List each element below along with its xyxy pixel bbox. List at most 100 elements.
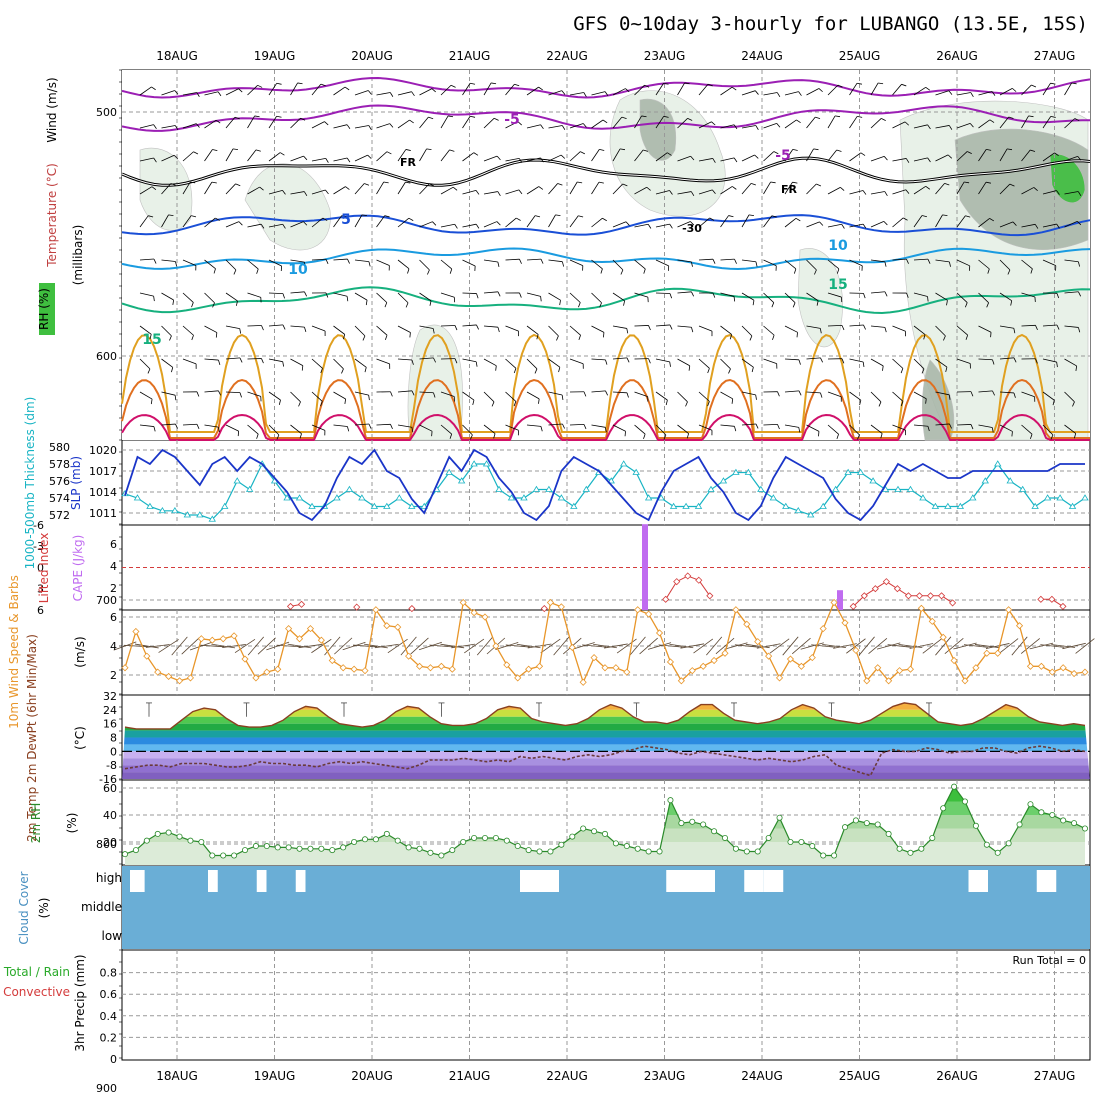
- wind-barb: [591, 181, 600, 195]
- wind-barb: [462, 424, 473, 436]
- rh2m-point: [558, 841, 565, 848]
- wind-barb-flag: [175, 261, 178, 267]
- wind-barb: [161, 325, 172, 337]
- wind10m-point: [557, 603, 565, 611]
- wind-barb-flag: [427, 269, 430, 275]
- wind-barb-flag: [884, 191, 888, 197]
- wind-barb-flag: [648, 358, 651, 364]
- rh2m-point: [929, 834, 936, 841]
- wind-barb-flag: [297, 82, 303, 85]
- wind-barb-flag: [841, 325, 845, 331]
- wind-barb: [870, 358, 884, 367]
- cloud-clear-segment: [208, 870, 218, 892]
- wind-barb-flag: [344, 86, 350, 91]
- wind-barb-flag: [605, 390, 609, 396]
- wind-barb: [849, 190, 864, 195]
- lifted-index-tick: 6: [37, 604, 44, 617]
- wind-barb: [591, 119, 604, 129]
- wind-barb: [999, 391, 1014, 394]
- wind-barb: [376, 92, 391, 96]
- wind-barb: [677, 325, 692, 328]
- wind-barb: [548, 259, 563, 263]
- rh2m-point: [460, 839, 467, 846]
- wind-barb-flag: [362, 335, 366, 341]
- wind-barb: [462, 83, 471, 96]
- wind-barb-flag: [411, 427, 414, 433]
- wind-barb-flag: [712, 292, 716, 298]
- wind-barb-flag: [755, 90, 759, 95]
- wind-barb: [569, 151, 581, 162]
- wind-barb: [956, 92, 971, 96]
- wind-barb-flag: [405, 302, 409, 308]
- wind-barb-flag: [384, 215, 390, 218]
- wind-barb-flag: [626, 357, 630, 363]
- wind10m-point: [1015, 622, 1024, 630]
- wind10m-tick: 2: [110, 669, 117, 682]
- wind-barb: [1042, 190, 1057, 195]
- wind-barb-flag: [233, 269, 237, 275]
- rh2m-point: [634, 845, 641, 852]
- wind-barb-flag: [906, 292, 909, 298]
- wind-barb-flag: [383, 181, 389, 184]
- wind-barb: [849, 223, 864, 228]
- thickness-point: [906, 485, 915, 492]
- wind10m-barb: [715, 637, 735, 655]
- wind-barb-flag: [299, 433, 302, 439]
- wind-barb-flag: [428, 116, 434, 120]
- wind-barb: [311, 189, 326, 195]
- rh2m-point: [220, 852, 227, 859]
- wind10m-barb: [247, 636, 265, 656]
- wind-barb-flag: [643, 433, 646, 439]
- wind-barb: [354, 125, 369, 129]
- wind-barb-flag: [496, 155, 501, 161]
- wind-barb-flag: [169, 335, 172, 341]
- wind-barb-flag: [303, 261, 306, 268]
- wind-barb: [311, 157, 326, 162]
- wind-barb-flag: [215, 119, 221, 124]
- thickness-point: [457, 477, 466, 484]
- temp-band: [122, 702, 1090, 710]
- wind-barb-flag: [347, 258, 350, 264]
- wind-barb-flag: [276, 115, 282, 118]
- wind-barb: [655, 83, 664, 96]
- wind-barb-flag: [556, 335, 559, 341]
- wind-barb: [978, 91, 993, 96]
- thickness-point: [894, 485, 902, 492]
- lifted-index-point: [915, 592, 924, 600]
- wind10m-point: [437, 662, 445, 670]
- wind-barb: [806, 148, 814, 162]
- rh2m-point: [711, 828, 718, 835]
- wind10m-barb: [1020, 638, 1040, 654]
- precip-tick: 0: [110, 1053, 117, 1066]
- rh2m-point: [743, 848, 750, 855]
- wind-barb-flag: [433, 357, 436, 363]
- wind-barb: [978, 325, 992, 333]
- wind-barb-flag: [921, 215, 927, 218]
- temp-tick: -16: [99, 773, 117, 786]
- wind10m-point: [765, 652, 773, 660]
- wind-barb-flag: [475, 223, 480, 229]
- wind-barb: [591, 325, 605, 333]
- wind-barb-flag: [238, 88, 243, 93]
- rh2m-point: [1005, 840, 1012, 847]
- wind-barb: [849, 391, 862, 401]
- wind-barb: [268, 324, 283, 327]
- wind10m-barb: [1040, 644, 1065, 648]
- wind-barb-flag: [751, 367, 754, 373]
- wind-barb-flag: [923, 334, 926, 340]
- wind-barb: [225, 88, 239, 96]
- thickness-point: [482, 460, 491, 467]
- wind-barb: [397, 292, 409, 304]
- wind10m-barb: [629, 636, 646, 656]
- thickness-point: [769, 494, 778, 501]
- lifted-index-point: [871, 585, 879, 593]
- wind-barb-flag: [389, 123, 394, 128]
- wind10m-barb: [464, 638, 485, 654]
- wind-barb: [483, 424, 496, 434]
- wind-barb-flag: [856, 82, 863, 85]
- wind-barb: [182, 151, 194, 162]
- wind-barb-flag: [540, 258, 544, 264]
- wind-barb-flag: [320, 83, 326, 87]
- wind-barb: [978, 292, 989, 303]
- wind-barb: [698, 158, 713, 162]
